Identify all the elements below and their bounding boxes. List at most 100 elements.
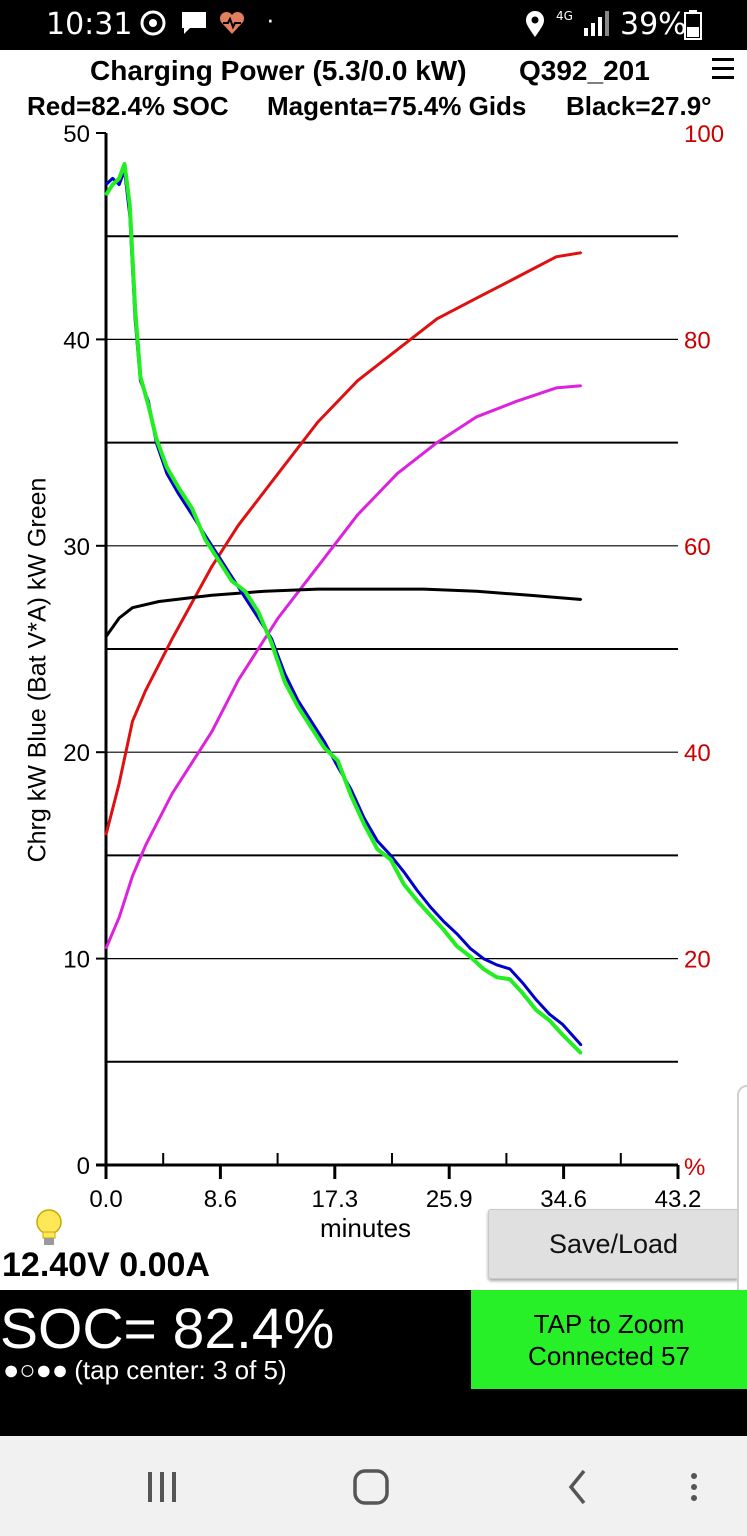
data-point [580, 251, 583, 254]
series-kw-green [104, 162, 583, 1055]
dot-icon: · [266, 4, 275, 34]
data-point [403, 883, 405, 886]
y-axis-label: Chrg kW Blue (Bat V*A) kW Green [23, 477, 52, 863]
data-point [283, 672, 286, 675]
data-point [118, 782, 121, 784]
data-point [416, 900, 418, 902]
navigation-bar [0, 1436, 747, 1536]
data-point [422, 588, 425, 590]
data-point [134, 307, 136, 310]
y-tick-label-left: 0 [77, 1153, 90, 1180]
menu-icon[interactable] [712, 58, 734, 86]
data-point [166, 472, 168, 475]
data-point [403, 871, 405, 873]
x-tick-label: 43.2 [655, 1186, 702, 1213]
data-point [131, 875, 134, 877]
charging-chart[interactable]: 0 10 20 30 40 50% 20 40 60 80 100 0.0 8.6 17.3 25.9 34.… [0, 0, 747, 1220]
data-point [522, 982, 524, 985]
zoom-label: TAP to Zoom [533, 1308, 685, 1339]
vehicle-id: Q392_201 [519, 55, 650, 86]
data-point [356, 514, 359, 516]
y-tick-label-right: 80 [684, 327, 711, 354]
data-point [376, 840, 379, 842]
y-tick-label-left: 10 [63, 947, 90, 974]
soc-value: SOC= 82.4% [0, 1297, 335, 1361]
data-point [105, 833, 107, 836]
data-point [118, 916, 121, 919]
data-point [118, 177, 121, 180]
data-point [211, 594, 213, 597]
data-point [118, 183, 121, 186]
data-point [257, 611, 260, 613]
y-tick-label-left: 50 [63, 121, 90, 148]
data-point [178, 487, 180, 489]
pager-text: (tap center: 3 of 5) [74, 1355, 287, 1385]
data-point [535, 999, 538, 1001]
data-point [211, 730, 213, 733]
series-temp [104, 587, 582, 638]
overflow-menu-icon[interactable] [688, 1472, 700, 1502]
battery-percent: 39% [620, 7, 687, 42]
home-icon[interactable] [352, 1468, 390, 1506]
x-tick-label: 17.3 [311, 1186, 358, 1213]
data-point [277, 472, 279, 475]
data-point [129, 204, 131, 207]
chart-title: Charging Power (5.3/0.0 kW) [90, 55, 467, 86]
network-type: 4G [556, 9, 573, 23]
data-point [144, 689, 147, 692]
data-point [105, 947, 107, 950]
data-point [469, 947, 471, 950]
data-point [548, 1013, 551, 1016]
data-point [211, 565, 213, 568]
data-point [442, 920, 445, 923]
data-point [171, 792, 174, 795]
data-point [475, 416, 478, 418]
data-point [131, 606, 134, 609]
data-point [283, 681, 286, 683]
status-bar: 10:31 · 4G 39% [0, 0, 747, 50]
data-point [555, 387, 557, 389]
data-point [111, 177, 114, 180]
data-point [356, 379, 359, 382]
data-point [436, 441, 438, 444]
data-point [456, 933, 458, 935]
data-point [580, 598, 583, 601]
y-tick-label-right: 20 [684, 947, 711, 974]
data-point [139, 375, 142, 378]
data-point [580, 385, 583, 387]
data-point [580, 1052, 583, 1055]
location-icon [526, 11, 544, 37]
data-point [469, 955, 471, 958]
recents-icon[interactable] [145, 1470, 179, 1504]
y-tick-label-right: 40 [684, 740, 711, 767]
temp-legend: Black=27.9° [566, 91, 712, 121]
zoom-button[interactable]: TAP to Zoom Connected 57 [471, 1290, 747, 1389]
back-icon[interactable] [566, 1468, 590, 1506]
data-point [436, 317, 438, 320]
data-point [123, 163, 126, 165]
data-point [495, 976, 498, 978]
connection-status: Connected 57 [528, 1340, 690, 1371]
data-point [580, 1044, 583, 1047]
data-point [144, 844, 147, 846]
x-tick-label: 0.0 [89, 1186, 122, 1213]
series-soc [104, 251, 582, 836]
data-point [515, 276, 518, 279]
data-point [562, 1034, 564, 1036]
save-load-button[interactable]: Save/Load [488, 1209, 739, 1279]
pager-dots: ●○●● [3, 1355, 69, 1385]
data-point [244, 590, 246, 593]
page-indicator[interactable]: ●○●● (tap center: 3 of 5) [3, 1355, 287, 1386]
health-icon [219, 11, 245, 34]
battery-icon [684, 10, 702, 40]
data-point [217, 559, 220, 562]
data-point [237, 679, 240, 681]
data-point [515, 400, 518, 403]
data-point [171, 637, 174, 640]
soc-legend: Red=82.4% SOC [27, 91, 229, 121]
data-point [323, 747, 326, 749]
lightbulb-icon[interactable] [34, 1208, 64, 1248]
data-point [482, 968, 485, 970]
data-point [230, 580, 233, 582]
data-point [147, 404, 150, 407]
